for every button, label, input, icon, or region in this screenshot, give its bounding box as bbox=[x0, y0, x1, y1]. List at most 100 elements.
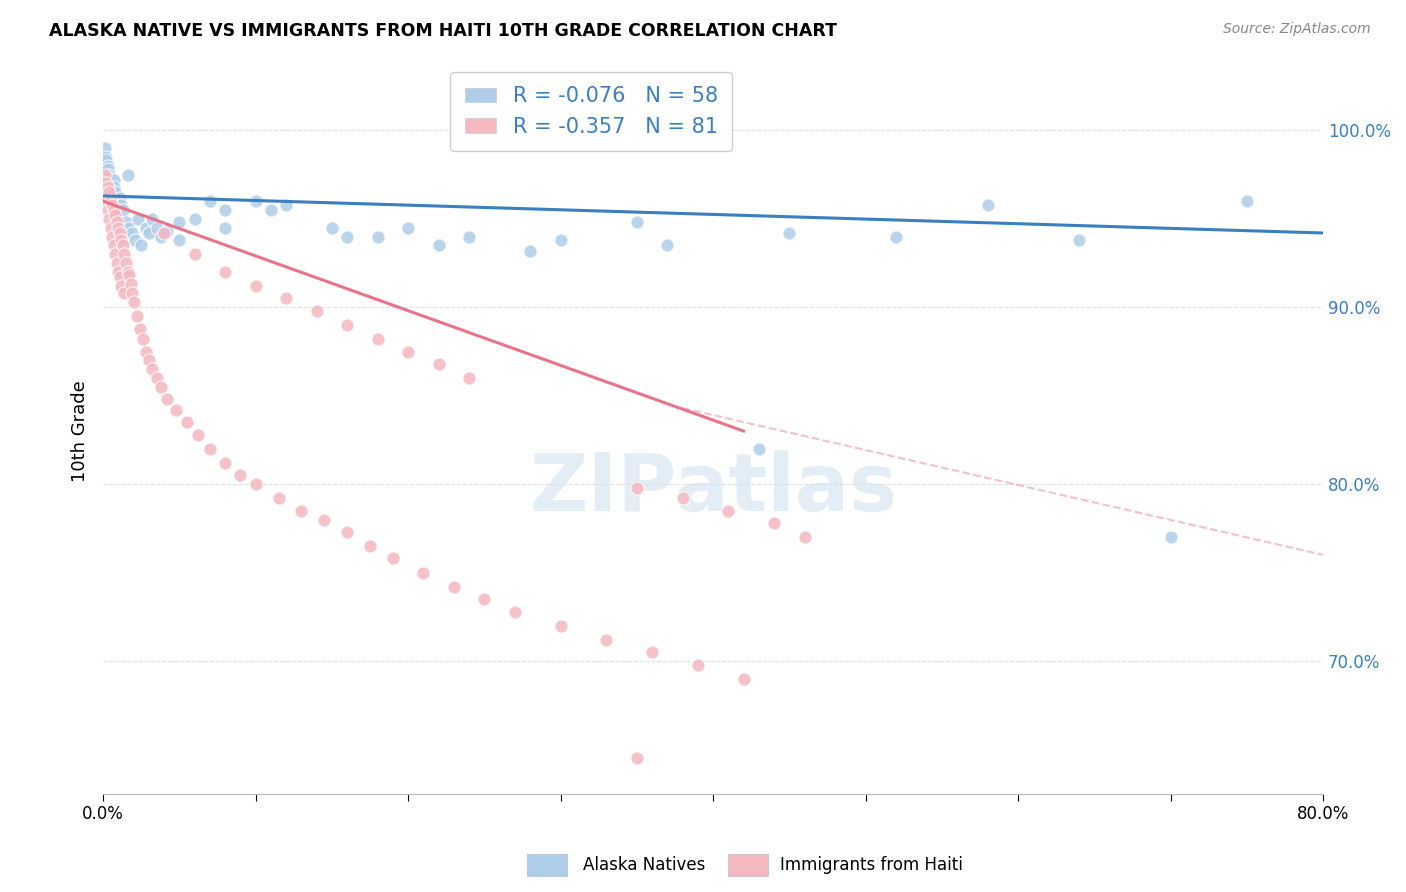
Point bbox=[733, 672, 755, 686]
Point bbox=[93, 168, 115, 182]
Point bbox=[115, 215, 138, 229]
Point bbox=[305, 303, 328, 318]
Point bbox=[122, 295, 145, 310]
Point bbox=[100, 220, 122, 235]
Point bbox=[107, 202, 129, 217]
Point bbox=[1160, 530, 1182, 544]
Point bbox=[276, 197, 298, 211]
Point bbox=[110, 233, 132, 247]
Point bbox=[396, 344, 419, 359]
Point bbox=[108, 270, 131, 285]
Point bbox=[98, 168, 121, 182]
Point bbox=[117, 168, 139, 182]
Point bbox=[96, 177, 118, 191]
Point bbox=[101, 186, 124, 200]
Point bbox=[117, 265, 139, 279]
Point bbox=[100, 180, 122, 194]
Point bbox=[110, 279, 132, 293]
Point bbox=[138, 226, 160, 240]
Point bbox=[641, 645, 664, 659]
Legend: R = -0.076   N = 58, R = -0.357   N = 81: R = -0.076 N = 58, R = -0.357 N = 81 bbox=[450, 71, 733, 152]
Point bbox=[793, 530, 815, 544]
Point bbox=[97, 180, 120, 194]
Point bbox=[105, 215, 128, 229]
Point bbox=[108, 191, 131, 205]
Point bbox=[100, 194, 122, 209]
Text: Alaska Natives: Alaska Natives bbox=[583, 856, 706, 874]
Point bbox=[214, 202, 236, 217]
Point bbox=[107, 265, 129, 279]
Point bbox=[141, 362, 163, 376]
Point bbox=[111, 238, 134, 252]
Point bbox=[686, 657, 709, 672]
Point bbox=[396, 220, 419, 235]
Point bbox=[107, 197, 129, 211]
Point bbox=[104, 247, 127, 261]
Point bbox=[290, 504, 312, 518]
Point bbox=[98, 171, 121, 186]
Point bbox=[135, 220, 157, 235]
Point bbox=[245, 477, 267, 491]
Point bbox=[103, 180, 125, 194]
Point bbox=[127, 211, 149, 226]
Point bbox=[93, 186, 115, 200]
Point bbox=[214, 265, 236, 279]
Point bbox=[128, 321, 150, 335]
Text: ALASKA NATIVE VS IMMIGRANTS FROM HAITI 10TH GRADE CORRELATION CHART: ALASKA NATIVE VS IMMIGRANTS FROM HAITI 1… bbox=[49, 22, 837, 40]
Point bbox=[114, 247, 136, 261]
Point bbox=[93, 141, 115, 155]
Point bbox=[245, 279, 267, 293]
Point bbox=[626, 751, 648, 765]
Point bbox=[198, 194, 221, 209]
Point bbox=[1069, 233, 1091, 247]
Point bbox=[132, 332, 155, 346]
Point bbox=[96, 150, 118, 164]
Point bbox=[717, 504, 740, 518]
Point bbox=[103, 173, 125, 187]
Point bbox=[115, 256, 138, 270]
Point bbox=[884, 229, 907, 244]
Point bbox=[321, 220, 343, 235]
Y-axis label: 10th Grade: 10th Grade bbox=[72, 380, 89, 482]
Point bbox=[103, 238, 125, 252]
Point bbox=[187, 427, 209, 442]
Point bbox=[96, 153, 118, 168]
Point bbox=[1236, 194, 1258, 209]
Point bbox=[105, 256, 128, 270]
Point bbox=[626, 215, 648, 229]
Point bbox=[121, 286, 143, 301]
Point bbox=[97, 202, 120, 217]
Point bbox=[97, 159, 120, 173]
Point bbox=[214, 456, 236, 470]
Point bbox=[104, 186, 127, 200]
Point bbox=[336, 229, 359, 244]
Point bbox=[103, 202, 125, 217]
Point bbox=[156, 392, 179, 407]
Point bbox=[111, 202, 134, 217]
Point bbox=[129, 238, 152, 252]
Point bbox=[267, 491, 290, 506]
Point bbox=[118, 220, 141, 235]
Point bbox=[458, 229, 481, 244]
Point bbox=[626, 481, 648, 495]
Point bbox=[381, 551, 404, 566]
Point bbox=[107, 220, 129, 235]
Point bbox=[124, 233, 146, 247]
Point bbox=[443, 580, 465, 594]
Point bbox=[550, 618, 572, 632]
Point bbox=[138, 353, 160, 368]
Point bbox=[114, 286, 136, 301]
Point bbox=[150, 380, 173, 394]
Point bbox=[458, 371, 481, 385]
Point bbox=[657, 238, 679, 252]
Point bbox=[176, 415, 198, 429]
Point bbox=[276, 292, 298, 306]
Point bbox=[110, 197, 132, 211]
Point bbox=[412, 566, 434, 580]
Point bbox=[229, 468, 252, 483]
Point bbox=[98, 211, 121, 226]
Point bbox=[748, 442, 770, 456]
Point bbox=[183, 247, 205, 261]
Point bbox=[763, 516, 786, 530]
Point bbox=[336, 524, 359, 539]
